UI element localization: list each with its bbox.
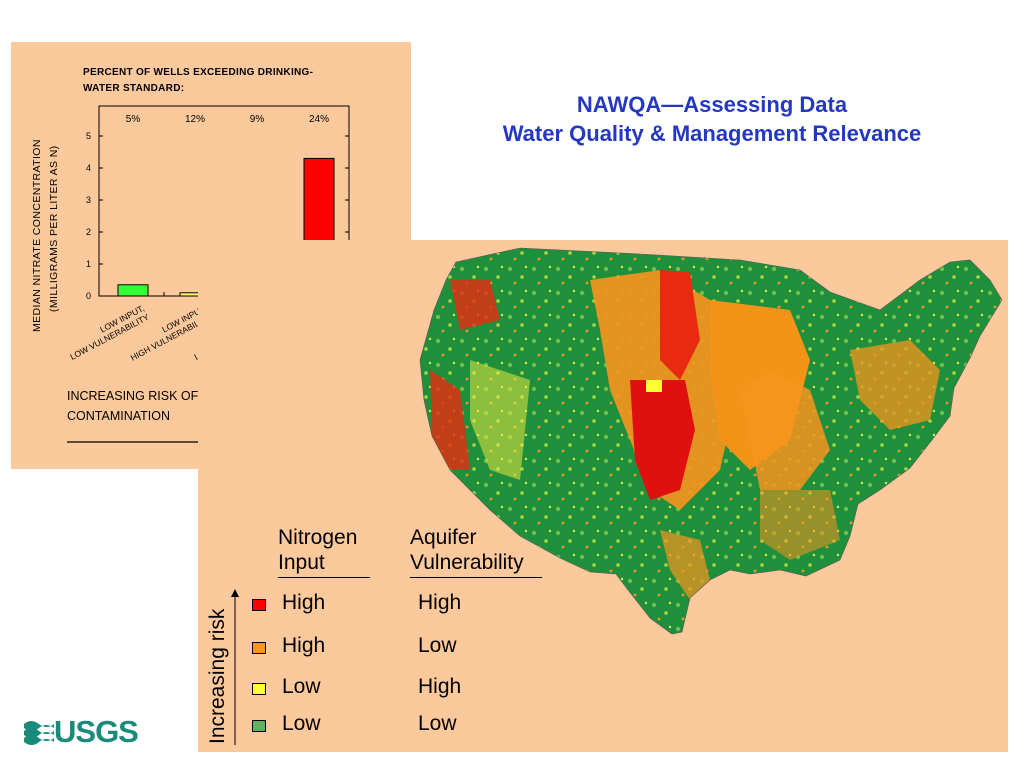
heading-line-1: NAWQA—Assessing Data [576,92,848,117]
chart-title-line-1: PERCENT OF WELLS EXCEEDING DRINKING- [83,67,313,78]
percent-label: 9% [250,114,265,125]
percent-label: 12% [185,114,205,125]
map-regions [420,248,1002,634]
legend-aquifer-vulnerability: Low [418,634,457,657]
legend-nitrogen-input: High [282,591,326,614]
y-axis-label-line-2: (MILLIGRAMS PER LITER AS N) [48,145,60,312]
legend-swatch [252,720,266,732]
legend-aquifer-vulnerability: High [418,591,462,614]
x-axis-label-line-2: CONTAMINATION [67,409,170,423]
percent-label: 24% [309,114,329,125]
legend-swatch [252,642,266,654]
legend-swatch [252,683,266,695]
legend-aquifer-vulnerability: Low [418,712,457,735]
y-tick-label: 1 [86,259,91,269]
legend-panel: Increasing risk Nitrogen Input Aquifer V… [198,469,542,752]
aquifer-vulnerability-header: Aquifer Vulnerability [410,526,524,574]
y-tick-label: 5 [86,131,91,141]
usgs-wave-icon [24,721,54,745]
legend-nitrogen-input: Low [282,712,321,735]
percent-labels: 5% 12% 9% 24% [126,114,329,125]
heading-line-2: Water Quality & Management Relevance [502,121,922,146]
bar [117,284,149,297]
usgs-logo: USGS [24,712,139,752]
legend-nitrogen-input: Low [282,675,321,698]
increasing-risk-label: Increasing risk [206,608,229,744]
y-tick-label: 2 [86,227,91,237]
chart-title-line-2: WATER STANDARD: [83,83,184,94]
header-underline-1 [278,577,370,578]
slide-heading: NAWQA—Assessing Data Water Quality & Man… [412,90,1012,148]
header-underline-2 [410,577,542,578]
percent-label: 5% [126,114,141,125]
y-axis-label-line-1: MEDIAN NITRATE CONCENTRATION [31,139,43,332]
nitrogen-input-header: Nitrogen Input [278,526,358,574]
y-tick-label: 3 [86,195,91,205]
legend-aquifer-vulnerability: High [418,675,462,698]
y-tick-label: 0 [86,291,91,301]
y-tick-label: 4 [86,163,91,173]
us-nitrate-risk-map [419,247,1003,635]
usgs-logo-text: USGS [54,714,139,749]
legend-swatch [252,599,266,611]
increasing-risk-arrow [231,589,239,745]
us-outline [419,247,1003,635]
legend-nitrogen-input: High [282,634,326,657]
